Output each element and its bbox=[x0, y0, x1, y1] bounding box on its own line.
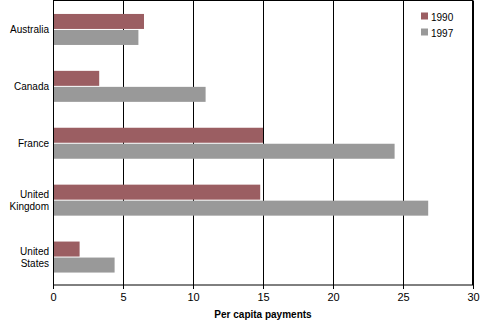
plot-frame bbox=[54, 1, 473, 286]
legend-label: 1997 bbox=[431, 28, 454, 39]
tick-label: 30 bbox=[467, 291, 479, 303]
legend-swatch bbox=[421, 29, 428, 36]
grid-line bbox=[403, 1, 404, 286]
tick-mark bbox=[53, 285, 54, 289]
chart-svg: 051015202530AustraliaCanadaFranceUnitedK… bbox=[0, 0, 487, 323]
category-label-line: Kingdom bbox=[10, 201, 49, 212]
grid-line bbox=[263, 1, 264, 286]
grid-line bbox=[473, 1, 474, 286]
category-label-line: France bbox=[18, 138, 50, 149]
category-label-line: Australia bbox=[10, 24, 49, 35]
bar bbox=[53, 87, 206, 102]
tick-label: 10 bbox=[187, 291, 199, 303]
tick-label: 25 bbox=[397, 291, 409, 303]
bar bbox=[53, 185, 260, 200]
bar bbox=[53, 30, 138, 45]
x-axis-label: Per capita payments bbox=[214, 309, 312, 320]
bars bbox=[53, 14, 428, 273]
bar bbox=[53, 128, 263, 143]
bar bbox=[53, 201, 428, 216]
tick-label: 0 bbox=[50, 291, 56, 303]
category-label: France bbox=[18, 138, 50, 149]
chart-container: 051015202530AustraliaCanadaFranceUnitedK… bbox=[0, 0, 487, 323]
tick-mark bbox=[263, 285, 264, 289]
tick-mark bbox=[403, 285, 404, 289]
category-label: Canada bbox=[14, 81, 49, 92]
category-label: UnitedKingdom bbox=[10, 189, 49, 212]
tick-label: 15 bbox=[257, 291, 269, 303]
legend-label: 1990 bbox=[431, 12, 454, 23]
bar bbox=[53, 71, 99, 86]
bar bbox=[53, 144, 395, 159]
legend-swatch bbox=[421, 13, 428, 20]
category-label: UnitedStates bbox=[20, 246, 49, 269]
tick-mark bbox=[333, 285, 334, 289]
category-label-line: United bbox=[20, 189, 49, 200]
tick-mark bbox=[473, 285, 474, 289]
tick-mark bbox=[193, 285, 194, 289]
category-label: Australia bbox=[10, 24, 49, 35]
category-label-line: Canada bbox=[14, 81, 49, 92]
category-label-line: States bbox=[21, 258, 49, 269]
category-label-line: United bbox=[20, 246, 49, 257]
tick-mark bbox=[123, 285, 124, 289]
tick-label: 5 bbox=[120, 291, 126, 303]
grid-line bbox=[333, 1, 334, 286]
bar bbox=[53, 14, 144, 29]
bar bbox=[53, 242, 80, 257]
tick-label: 20 bbox=[327, 291, 339, 303]
bar bbox=[53, 258, 115, 273]
